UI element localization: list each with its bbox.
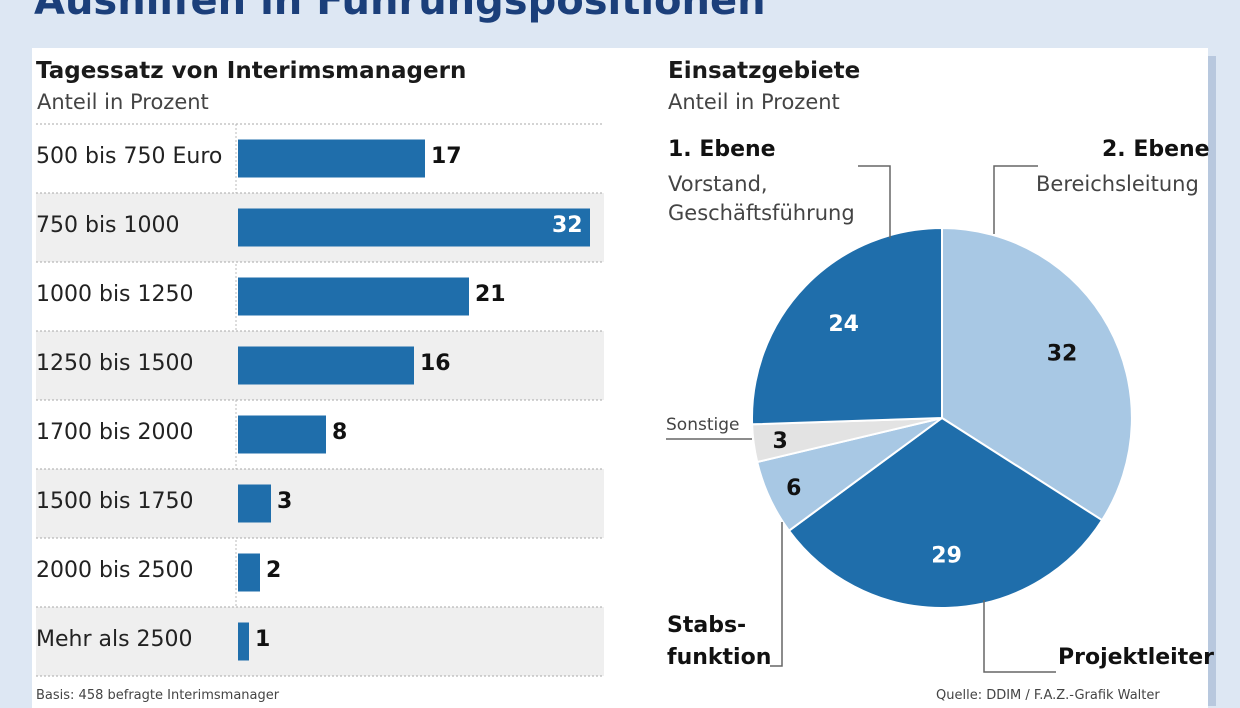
footer-quelle: Quelle: DDIM / F.A.Z.-Grafik Walter (936, 688, 1160, 703)
bar-category-label: 1000 bis 1250 (36, 282, 194, 307)
callout-ebene2-line (993, 165, 1038, 234)
callout-stabs-line (770, 522, 783, 667)
pie-value-label: 24 (828, 312, 859, 337)
bar (238, 553, 260, 592)
bar-category-label: 1250 bis 1500 (36, 351, 194, 376)
bar (238, 139, 425, 178)
bar-row-stripe (36, 607, 604, 676)
bar-category-label: 500 bis 750 Euro (36, 144, 223, 169)
pie-chart: 32 29 6 3 24 (751, 226, 1133, 609)
bar-category-label: 750 bis 1000 (36, 213, 180, 238)
bar-value-label: 2 (266, 558, 282, 583)
bar-value-label: 8 (332, 420, 348, 445)
pie-value-label: 32 (1047, 341, 1078, 366)
category-stabs-line2: funktion (667, 645, 772, 670)
category-sonstige: Sonstige (666, 415, 740, 435)
pie-value-label: 29 (931, 544, 962, 569)
category-stabs-line1: Stabs- (667, 613, 747, 638)
pie-slice (751, 226, 943, 426)
pie-chart-unit: Anteil in Prozent (668, 90, 840, 114)
pie-chart-title: Einsatzgebiete (668, 58, 861, 84)
bar (238, 415, 326, 454)
category-ebene2-line1: Bereichsleitung (1036, 172, 1199, 196)
bar (238, 622, 249, 661)
bar-category-label: 2000 bis 2500 (36, 558, 194, 583)
bar-category-label: 1700 bis 2000 (36, 420, 194, 445)
callout-ebene1-line (858, 165, 891, 238)
footer-basis: Basis: 458 befragte Interimsmanager (36, 688, 280, 703)
pie-slice (787, 416, 1104, 609)
pie-value-label: 3 (772, 429, 787, 454)
bar (238, 484, 271, 523)
bar-value-label: 16 (420, 351, 451, 376)
bar-value-label: 3 (277, 489, 293, 514)
callout-lines (666, 165, 1056, 673)
category-projektleiter: Projektleiter (1058, 645, 1214, 670)
category-ebene1-title: 1. Ebene (668, 137, 776, 162)
bar-value-label: 21 (475, 282, 506, 307)
bar-value-label: 17 (431, 144, 462, 169)
bar-chart-title: Tagessatz von Interimsmanagern (36, 58, 467, 84)
category-ebene1-line2: Geschäftsführung (668, 201, 855, 225)
bar (238, 346, 414, 385)
bar-value-label: 1 (255, 627, 271, 652)
category-ebene2-title: 2. Ebene (1102, 137, 1210, 162)
callout-projekt-line (983, 600, 1056, 673)
bar (238, 208, 590, 247)
bar-category-label: 1500 bis 1750 (36, 489, 194, 514)
main-title: Aushilfen in Führungspositionen (34, 0, 766, 24)
bar-value-label: 32 (552, 213, 583, 238)
bar-chart (36, 123, 604, 677)
bar-row-stripe (36, 469, 604, 538)
category-ebene1-line1: Vorstand, (668, 172, 768, 196)
pie-value-label: 6 (786, 476, 801, 501)
bar-category-label: Mehr als 2500 (36, 627, 193, 652)
bar-chart-unit: Anteil in Prozent (37, 90, 209, 114)
panel-shadow (1208, 56, 1216, 706)
bar (238, 277, 469, 316)
